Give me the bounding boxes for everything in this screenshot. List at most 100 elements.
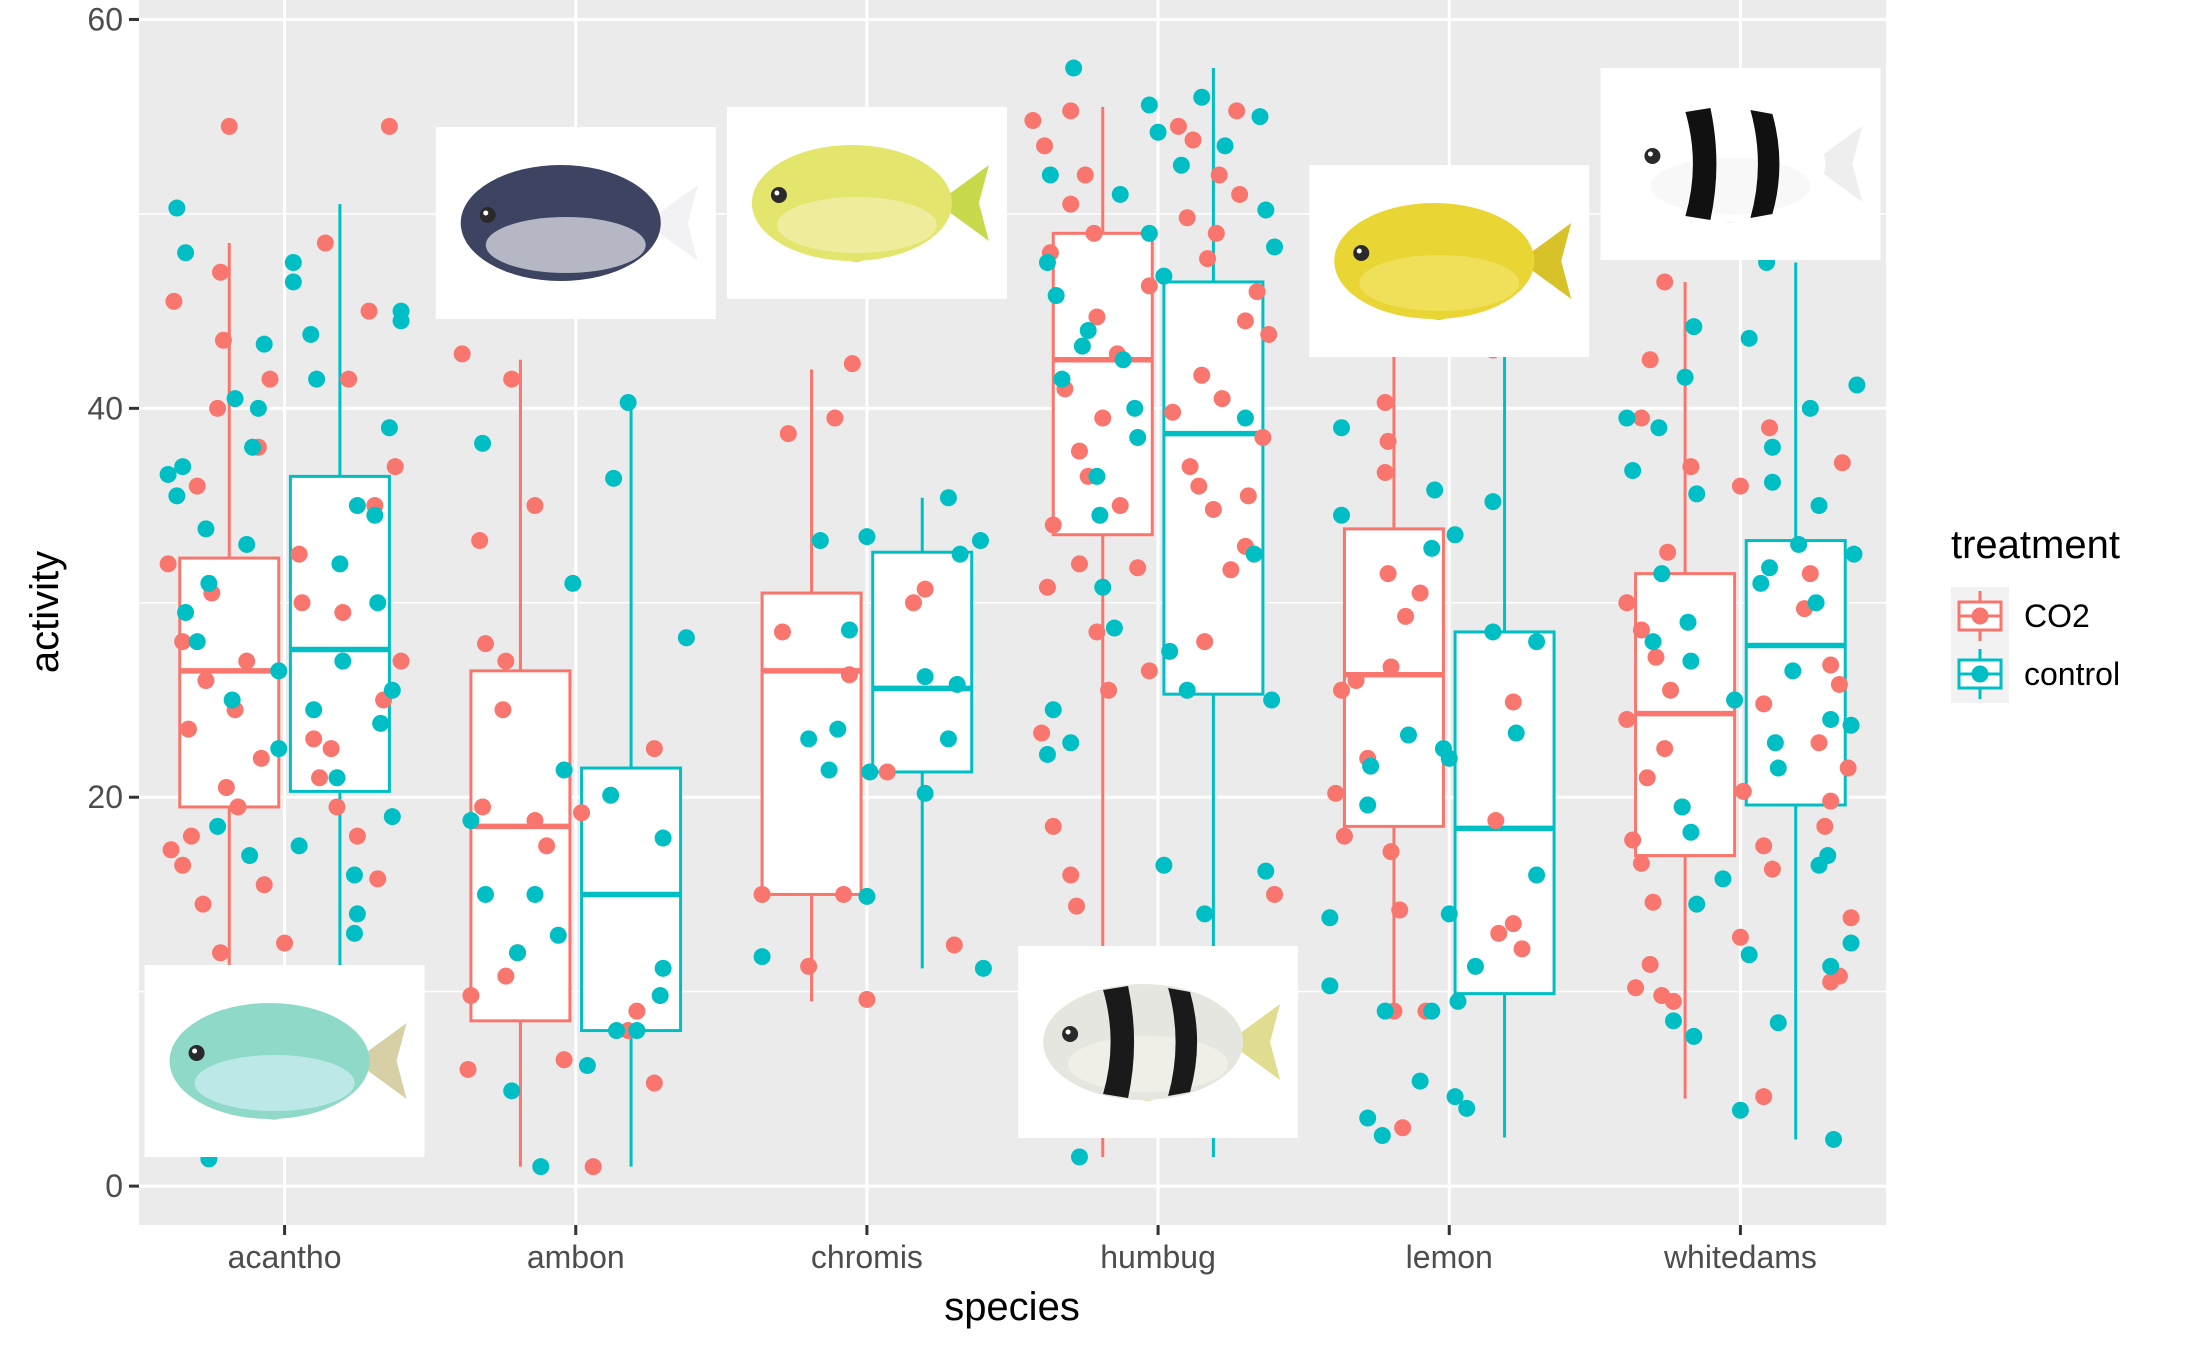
data-point-control <box>1399 726 1417 744</box>
data-point-CO2 <box>334 604 352 621</box>
data-point-CO2 <box>878 763 896 781</box>
data-point-CO2 <box>1638 769 1656 787</box>
data-point-control <box>345 866 363 884</box>
data-point-CO2 <box>526 812 544 830</box>
data-point-CO2 <box>1376 464 1394 481</box>
data-point-control <box>1172 156 1190 174</box>
fish-eye-highlight <box>192 1048 198 1054</box>
data-point-CO2 <box>229 798 247 816</box>
data-point-CO2 <box>555 1051 573 1069</box>
data-point-CO2 <box>238 652 256 670</box>
data-point-control <box>197 520 215 538</box>
data-point-control <box>1807 594 1825 612</box>
data-point-CO2 <box>1231 185 1249 203</box>
data-point-CO2 <box>293 594 311 612</box>
y-tick-label: 0 <box>105 1168 123 1204</box>
fish-tail <box>1228 1004 1281 1080</box>
data-point-CO2 <box>1382 843 1400 861</box>
data-point-CO2 <box>340 370 358 388</box>
fish-belly <box>1359 255 1520 311</box>
data-point-control <box>1193 88 1211 106</box>
data-point-control <box>226 390 244 408</box>
fish-stripe <box>1750 110 1780 218</box>
fish-stripe <box>1103 986 1135 1098</box>
data-point-control <box>284 273 302 291</box>
data-point-CO2 <box>1024 112 1042 130</box>
fish-eye <box>188 1045 205 1061</box>
data-point-CO2 <box>1327 784 1345 802</box>
data-point-control <box>1196 905 1214 923</box>
data-point-CO2 <box>1833 454 1851 472</box>
data-point-control <box>1333 419 1351 437</box>
data-point-CO2 <box>1394 1119 1412 1137</box>
data-point-control <box>1062 734 1080 752</box>
data-point-CO2 <box>1656 273 1674 291</box>
data-point-control <box>605 469 623 487</box>
data-point-CO2 <box>1248 283 1266 301</box>
data-point-control <box>1321 909 1339 927</box>
data-point-CO2 <box>162 841 180 859</box>
data-point-CO2 <box>188 477 206 495</box>
data-point-CO2 <box>1632 621 1650 639</box>
data-point-control <box>1161 642 1179 660</box>
data-point-control <box>654 829 672 847</box>
data-point-control <box>811 532 829 550</box>
data-point-CO2 <box>645 1074 663 1092</box>
data-point-control <box>270 740 288 758</box>
data-point-CO2 <box>1184 131 1202 149</box>
data-point-CO2 <box>497 967 515 985</box>
data-point-control <box>249 399 267 417</box>
data-point-control <box>549 926 567 944</box>
data-point-control <box>971 532 989 550</box>
data-point-CO2 <box>1842 909 1860 927</box>
data-point-control <box>1624 462 1642 480</box>
box-CO2-humbug <box>1051 106 1154 1157</box>
fish-eye-highlight <box>1065 1029 1071 1035</box>
data-point-control <box>1236 409 1254 427</box>
fish-belly <box>1068 1036 1229 1092</box>
fish-banded-icon <box>1018 946 1299 1138</box>
data-point-control <box>503 1082 521 1100</box>
legend-key-point <box>1971 665 1989 683</box>
data-point-CO2 <box>503 370 521 388</box>
data-point-control <box>380 419 398 437</box>
data-point-control <box>1079 322 1097 340</box>
data-point-control <box>1682 823 1700 841</box>
data-point-control <box>1111 185 1129 203</box>
data-point-control <box>602 786 620 804</box>
data-point-CO2 <box>1062 102 1080 120</box>
data-point-CO2 <box>471 532 489 550</box>
fish-black-white-banded-icon <box>1600 68 1881 260</box>
data-point-CO2 <box>1632 854 1650 872</box>
data-point-CO2 <box>392 652 410 670</box>
legend-key-point <box>1971 607 1989 625</box>
data-point-CO2 <box>1044 516 1062 534</box>
data-point-control <box>1140 96 1158 114</box>
data-point-CO2 <box>1210 166 1228 184</box>
data-point-CO2 <box>1379 432 1397 450</box>
data-point-CO2 <box>843 355 861 373</box>
data-point-CO2 <box>916 580 934 598</box>
fish-eye <box>1062 1026 1079 1042</box>
data-point-control <box>1842 934 1860 952</box>
data-point-control <box>1065 59 1083 77</box>
data-point-control <box>939 730 957 748</box>
data-point-CO2 <box>1239 487 1257 505</box>
data-point-control <box>1266 238 1284 256</box>
data-point-control <box>1041 166 1059 184</box>
data-point-CO2 <box>905 594 923 612</box>
data-point-control <box>1155 856 1173 874</box>
data-point-CO2 <box>945 936 963 954</box>
data-point-control <box>1810 497 1828 515</box>
data-point-CO2 <box>459 1060 477 1078</box>
data-point-control <box>1458 1099 1476 1117</box>
data-point-CO2 <box>1178 209 1196 227</box>
box-control-ambon <box>580 402 683 1167</box>
data-point-control <box>177 244 195 262</box>
data-point-CO2 <box>1070 555 1088 573</box>
data-point-control <box>1178 681 1196 699</box>
data-point-control <box>1685 318 1703 336</box>
data-point-CO2 <box>212 263 230 281</box>
data-point-control <box>1263 691 1281 709</box>
data-point-CO2 <box>1164 403 1182 421</box>
